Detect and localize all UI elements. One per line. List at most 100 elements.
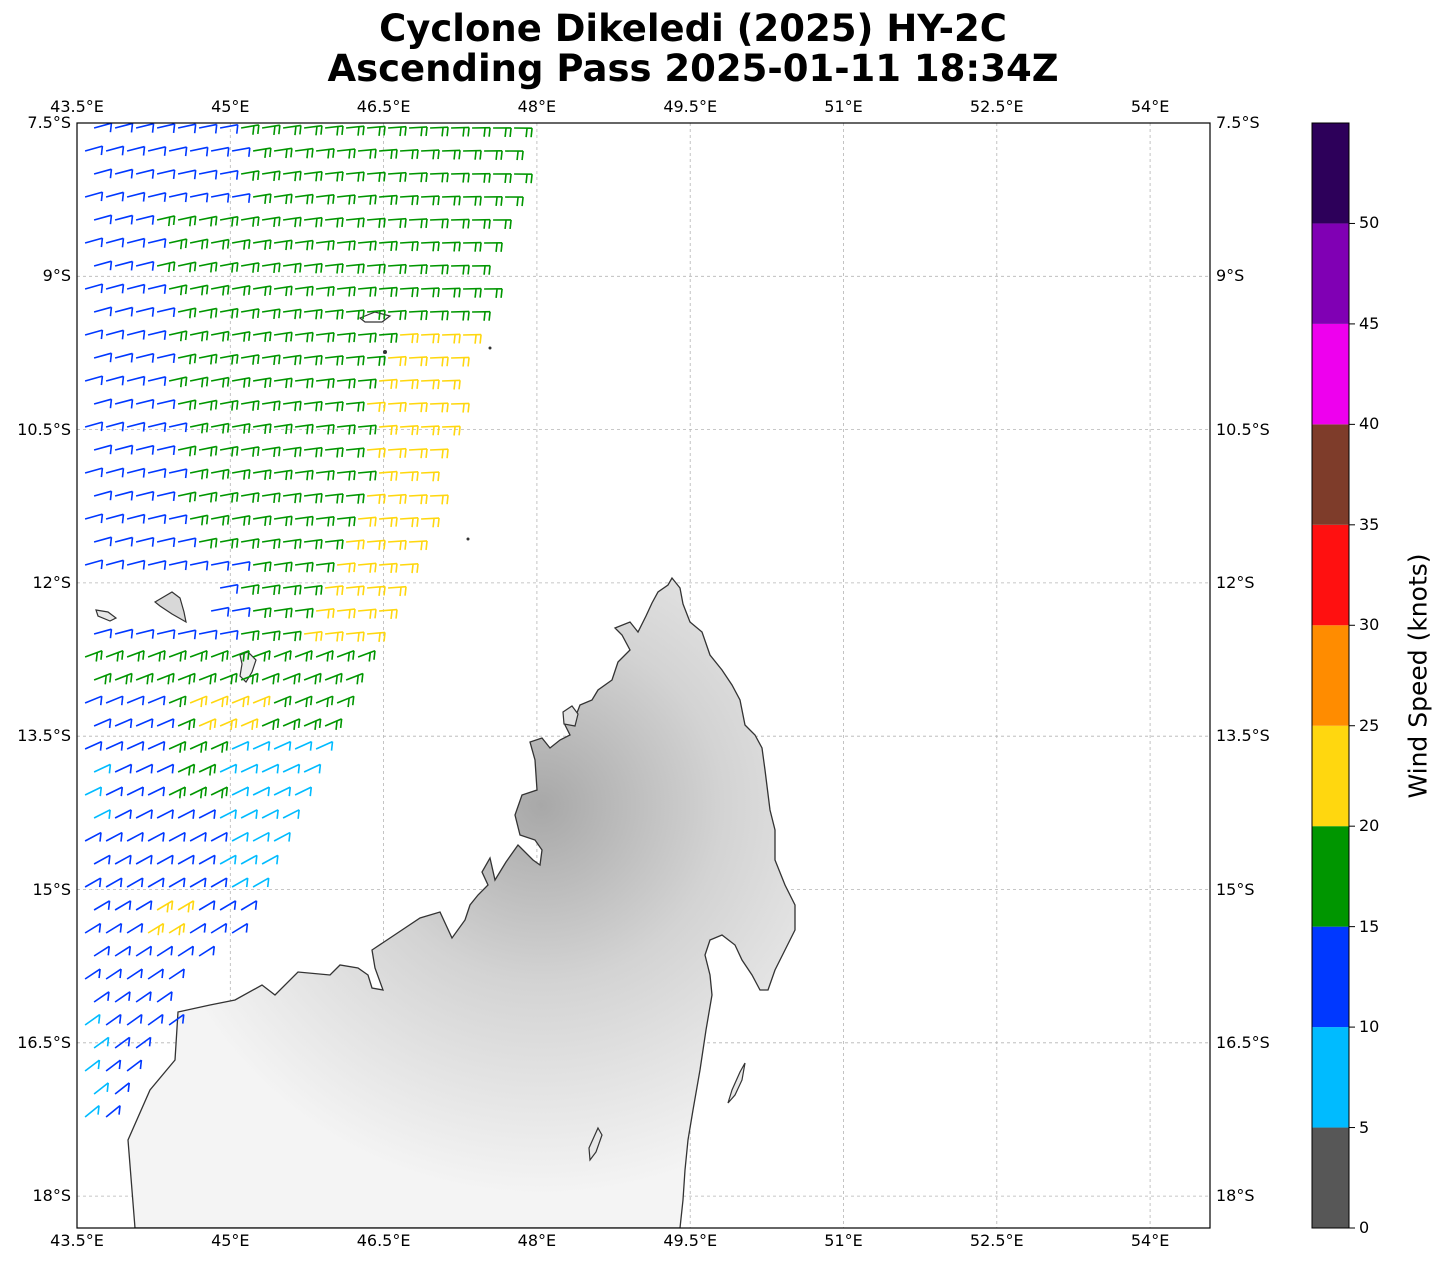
wind-barb <box>135 490 155 501</box>
wind-barb <box>156 307 176 318</box>
wind-barb <box>147 422 167 432</box>
wind-barb <box>388 585 407 597</box>
wind-barb <box>114 168 134 179</box>
wind-barb <box>84 1105 100 1118</box>
wind-barb <box>210 422 230 434</box>
wind-barb <box>346 263 365 274</box>
wind-barb <box>451 126 470 137</box>
wind-barb <box>315 332 335 343</box>
wind-barb <box>198 900 216 911</box>
wind-barb <box>198 718 217 730</box>
wind-barb <box>324 631 344 642</box>
wind-barb <box>114 718 133 729</box>
wind-barb <box>324 355 344 366</box>
wind-barb <box>421 471 440 482</box>
wind-barb <box>114 854 132 865</box>
wind-barb <box>379 148 398 160</box>
lon-tick-label: 52.5°E <box>969 1231 1024 1250</box>
wind-barb <box>147 468 167 478</box>
wind-barb <box>135 854 153 865</box>
wind-barb <box>189 740 208 753</box>
wind-barb <box>177 718 196 730</box>
wind-barb <box>451 402 470 413</box>
wind-barb <box>105 786 124 797</box>
wind-barb <box>135 945 153 957</box>
wind-barb <box>294 285 314 297</box>
wind-barb <box>135 168 155 179</box>
wind-barb <box>93 536 113 547</box>
wind-barb <box>198 445 218 457</box>
wind-barb <box>219 672 238 685</box>
moheli-island <box>95 609 118 622</box>
wind-barb <box>430 264 449 275</box>
lon-tick-label: 45°E <box>211 97 250 116</box>
aldabra-atoll <box>358 311 392 323</box>
wind-barb <box>273 831 291 842</box>
wind-barb <box>135 214 155 225</box>
wind-barb <box>114 809 132 819</box>
wind-barb <box>252 239 272 250</box>
wind-barb <box>219 629 239 640</box>
wind-barb <box>261 630 281 642</box>
colorbar-tick-label: 40 <box>1359 414 1380 434</box>
wind-barb <box>303 538 323 550</box>
wind-barb <box>346 539 365 550</box>
colorbar-tick-label: 30 <box>1359 615 1380 635</box>
wind-barb <box>135 900 153 911</box>
wind-barb <box>367 217 386 228</box>
wind-barb <box>231 561 251 571</box>
wind-barb <box>358 562 377 573</box>
wind-barb <box>430 356 449 367</box>
wind-barb <box>168 740 187 753</box>
wind-barb <box>442 425 461 436</box>
wind-barb <box>252 515 272 526</box>
lat-tick-label: 13.5°S <box>17 726 71 746</box>
wind-barb <box>114 260 134 271</box>
wind-barb <box>337 516 356 527</box>
lat-tick-label: 13.5°S <box>1216 726 1270 746</box>
wind-barb <box>210 238 230 250</box>
wind-barb <box>240 538 260 549</box>
lat-tick-label: 15°S <box>1216 879 1255 899</box>
wind-barb <box>156 445 176 456</box>
lake-shape <box>588 1126 603 1162</box>
wind-barb <box>421 195 440 206</box>
wind-barb <box>210 514 230 526</box>
wind-barb <box>105 1059 122 1072</box>
wind-barb <box>315 740 334 751</box>
wind-barb <box>84 145 104 156</box>
wind-barb <box>463 149 482 160</box>
wind-barb <box>240 854 258 865</box>
wind-barb <box>219 763 238 774</box>
wind-barb <box>324 309 344 320</box>
wind-barb <box>315 695 334 708</box>
wind-barb <box>252 740 271 751</box>
wind-barb <box>210 606 230 617</box>
wind-barb <box>105 695 124 706</box>
wind-barb <box>210 192 230 203</box>
wind-barb <box>126 283 146 294</box>
wind-barb <box>156 399 176 410</box>
wind-barb <box>168 468 188 479</box>
wind-barb <box>273 469 293 481</box>
wind-barb <box>135 1036 152 1049</box>
wind-barb <box>367 493 386 504</box>
madagascar-landmass <box>127 576 796 1228</box>
wind-barb <box>105 513 125 524</box>
colorbar-segment <box>1312 826 1349 927</box>
wind-barb <box>93 260 113 271</box>
lat-tick-label: 10.5°S <box>17 419 71 439</box>
wind-barb <box>367 125 386 136</box>
colorbar-tick-label: 50 <box>1359 213 1380 233</box>
wind-barb <box>430 448 449 459</box>
wind-barb <box>240 262 260 273</box>
wind-barb <box>177 900 195 913</box>
wind-barb <box>105 145 125 156</box>
wind-barb <box>252 147 272 158</box>
wind-barb <box>126 877 144 888</box>
wind-barb <box>388 125 407 137</box>
wind-barb <box>421 333 440 344</box>
lat-tick-label: 7.5°S <box>27 113 71 132</box>
wind-barb <box>147 514 167 524</box>
wind-barb <box>189 831 207 842</box>
